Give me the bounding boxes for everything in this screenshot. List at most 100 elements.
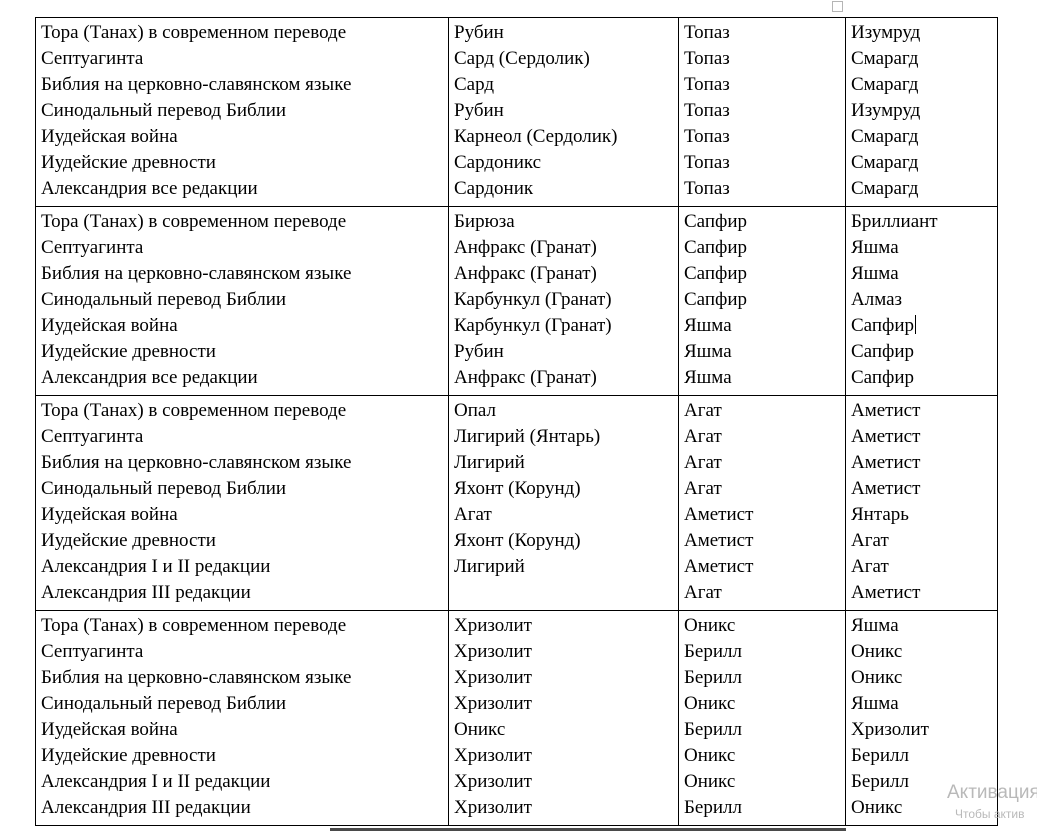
cell-line: Аметист [851,400,921,421]
cell-line: Библия на церковно-славянском языке [41,452,352,473]
table-row: Тора (Танах) в современном переводе Септу… [35,395,998,611]
table-cell[interactable]: Яшма Оникс Оникс Яшма Хризолит Берилл Берилл Он… [845,610,998,826]
cell-line: Агат [684,478,722,499]
cell-line: Синодальный перевод Библии [41,478,287,499]
cell-line: Сардоникс [454,152,542,173]
cell-line: Бирюза [454,211,515,232]
table-cell[interactable]: Сапфир Сапфир Сапфир Сапфир Яшма Яшма Яшма [678,206,846,396]
cell-line: Сард [454,74,495,95]
cell-line: Оникс [851,667,903,688]
cell-line: Иудейская война [41,504,178,525]
table-cell[interactable]: Агат Агат Агат Агат Аметист Аметист Аметист Ага… [678,395,846,611]
table-cell[interactable]: Опал Лигирий (Янтарь) Лигирий Яхонт (Корунд… [448,395,679,611]
cell-line: Яшма [851,237,899,258]
cell-line: Агат [454,504,492,525]
cell-line: Яшма [684,367,732,388]
cell-line: Сапфир [851,315,917,336]
cell-line: Анфракс (Гранат) [454,237,597,258]
cell-line: Оникс [684,771,736,792]
cell-line: Септуагинта [41,48,144,69]
cell-line: Смарагд [851,178,919,199]
cell-line: Лигирий (Янтарь) [454,426,601,447]
cell-line: Анфракс (Гранат) [454,367,597,388]
cell-line: Оникс [684,693,736,714]
cell-line: Агат [851,556,889,577]
cell-line: Иудейская война [41,315,178,336]
cell-line: Берилл [851,745,909,766]
cell-line: Топаз [684,152,730,173]
cell-line: Иудейские древности [41,530,216,551]
cell-line: Яхонт (Корунд) [454,530,581,551]
cell-line: Тора (Танах) в современном переводе [41,400,347,421]
cell-line: Яшма [684,341,732,362]
cell-line: Алмаз [851,289,903,310]
cell-line: Хризолит [454,641,532,662]
cell-line: Сапфир [684,289,748,310]
windows-activation-watermark: Активация Чтобы актив [947,782,1037,821]
table-cell[interactable]: Оникс Берилл Берилл Оникс Берилл Оникс Оникс Бе… [678,610,846,826]
table-cell[interactable]: Тора (Танах) в современном переводе Септу… [35,395,449,611]
table-cell[interactable]: Бирюза Анфракс (Гранат) Анфракс (Гранат) Ка… [448,206,679,396]
cell-line: Топаз [684,22,730,43]
cell-line: Сапфир [851,367,915,388]
cell-line: Топаз [684,178,730,199]
cell-line: Лигирий [454,452,525,473]
cell-line: Яшма [851,263,899,284]
cell-line: Аметист [684,504,754,525]
table-cell[interactable]: Тора (Танах) в современном переводе Септу… [35,610,449,826]
cell-line: Карбункул (Гранат) [454,315,612,336]
table-cell[interactable]: Тора (Танах) в современном переводе Септу… [35,206,449,396]
table-cell[interactable]: Тора (Танах) в современном переводе Септу… [35,17,449,207]
table-cell[interactable]: Топаз Топаз Топаз Топаз Топаз Топаз Топаз [678,17,846,207]
cell-line: Смарагд [851,152,919,173]
cell-line: Яхонт (Корунд) [454,478,581,499]
cell-line: Септуагинта [41,426,144,447]
cell-line: Анфракс (Гранат) [454,263,597,284]
table-cell[interactable]: Хризолит Хризолит Хризолит Хризолит Оникс Хри… [448,610,679,826]
cell-line: Лигирий [454,556,525,577]
cell-line: Агат [851,530,889,551]
cell-line: Тора (Танах) в современном переводе [41,211,347,232]
table-cell[interactable]: Изумруд Смарагд Смарагд Изумруд Смарагд Смара… [845,17,998,207]
cell-line: Агат [684,582,722,603]
cell-line: Топаз [684,74,730,95]
table-cell[interactable]: Рубин Сард (Сердолик) Сард Рубин Карнеол (Се… [448,17,679,207]
cell-line: Сапфир [684,211,748,232]
cell-line: Александрия I и II редакции [41,771,271,792]
cell-line: Александрия I и II редакции [41,556,271,577]
cell-line: Агат [684,452,722,473]
cell-line: Хризолит [454,745,532,766]
cell-line: Бриллиант [851,211,938,232]
cell-line: Сапфир [851,341,915,362]
cell-line: Изумруд [851,100,921,121]
cell-line: Александрия все редакции [41,178,258,199]
cell-line: Иудейская война [41,126,178,147]
cell-line: Оникс [851,641,903,662]
cell-line: Оникс [851,797,903,818]
table-cell[interactable]: Аметист Аметист Аметист Аметист Янтарь Агат Аг… [845,395,998,611]
table-anchor-icon [832,1,843,12]
cell-line: Аметист [684,556,754,577]
cell-line: Хризолит [454,667,532,688]
cell-line: Тора (Танах) в современном переводе [41,22,347,43]
cell-line: Рубин [454,100,504,121]
cell-line: Оникс [684,745,736,766]
watermark-title: Активация [947,782,1037,803]
cell-line: Берилл [684,667,742,688]
cell-line: Смарагд [851,48,919,69]
cell-line: Библия на церковно-славянском языке [41,74,352,95]
cell-line: Аметист [851,582,921,603]
cell-line: Берилл [851,771,909,792]
cell-line: Аметист [684,530,754,551]
cell-line: Александрия III редакции [41,582,251,603]
cell-line: Хризолит [454,615,532,636]
cell-line: Синодальный перевод Библии [41,100,287,121]
cell-line: Синодальный перевод Библии [41,289,287,310]
cell-line: Тора (Танах) в современном переводе [41,615,347,636]
cell-line: Александрия III редакции [41,797,251,818]
cell-line: Топаз [684,126,730,147]
cell-line: Карнеол (Сердолик) [454,126,618,147]
table-cell[interactable]: Бриллиант Яшма Яшма Алмаз Сапфир Сапфир Сапфир [845,206,998,396]
table-row: Тора (Танах) в современном переводе Септу… [35,17,998,207]
cell-line: Иудейские древности [41,152,216,173]
